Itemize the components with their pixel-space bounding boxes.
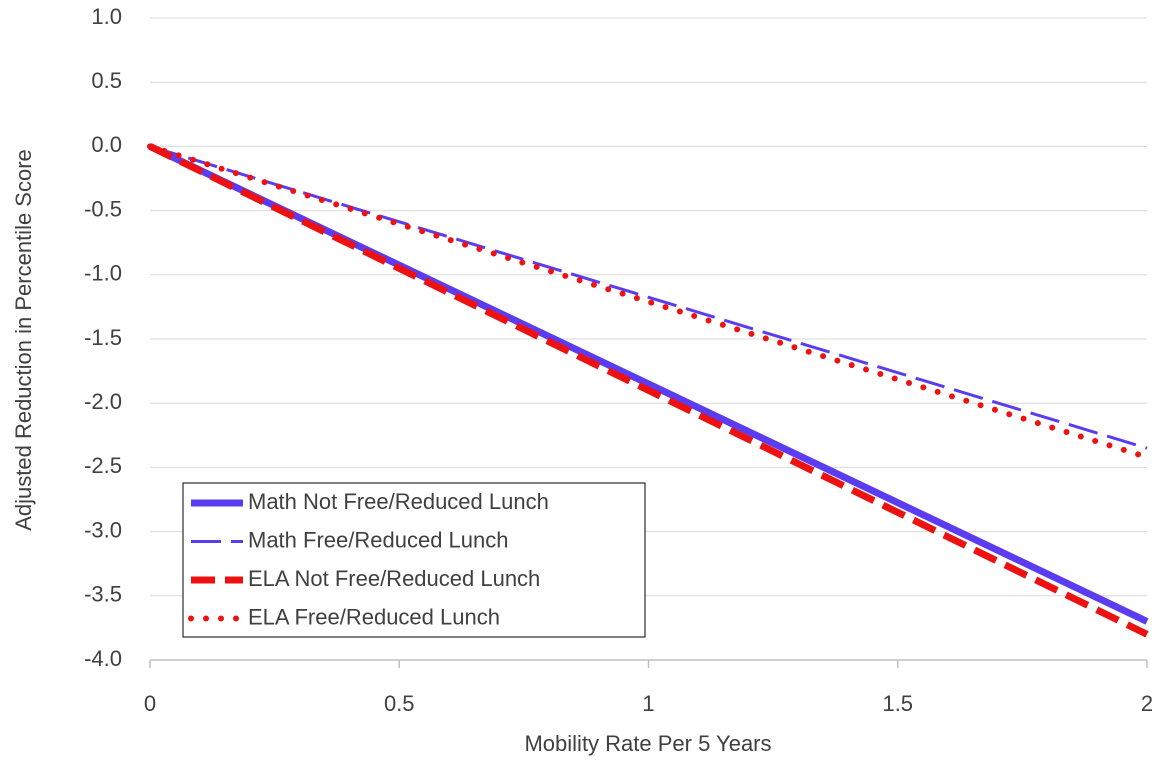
y-tick-label: -2.5 [84, 453, 122, 478]
y-tick-label: -3.5 [84, 582, 122, 607]
legend-label: ELA Free/Reduced Lunch [248, 604, 500, 629]
y-tick-label: -3.0 [84, 517, 122, 542]
x-tick-label: 0 [144, 691, 156, 716]
x-tick-label: 1.5 [882, 691, 913, 716]
legend-box [182, 482, 646, 638]
legend-label: Math Not Free/Reduced Lunch [248, 489, 549, 514]
legend-label: ELA Not Free/Reduced Lunch [248, 566, 540, 591]
y-tick-label: 0.5 [91, 68, 122, 93]
y-tick-label: -4.0 [84, 646, 122, 671]
y-axis-label: Adjusted Reduction in Percentile Score [11, 149, 36, 531]
series-line [148, 143, 1149, 638]
x-tick-label: 2 [1141, 691, 1153, 716]
x-tick-label: 0.5 [384, 691, 415, 716]
y-tick-label: -1.0 [84, 261, 122, 286]
y-tick-label: -0.5 [84, 196, 122, 221]
legend-label: Math Free/Reduced Lunch [248, 527, 509, 552]
series-line [149, 144, 1148, 450]
y-tick-label: -2.0 [84, 389, 122, 414]
y-tick-label: -1.5 [84, 325, 122, 350]
y-tick-label: 0.0 [91, 132, 122, 157]
y-tick-label: 1.0 [91, 4, 122, 29]
x-tick-label: 1 [642, 691, 654, 716]
series-line [147, 143, 1150, 461]
x-axis-label: Mobility Rate Per 5 Years [524, 731, 771, 756]
